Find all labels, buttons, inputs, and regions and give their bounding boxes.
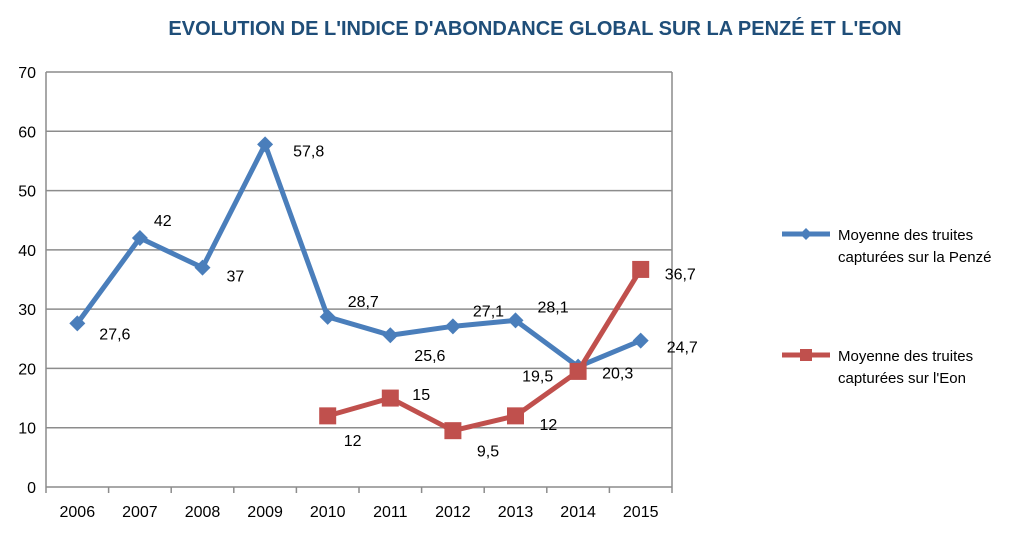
data-point-diamond [632, 332, 649, 349]
data-label: 28,1 [538, 299, 569, 316]
data-point-diamond [69, 315, 86, 332]
data-label: 12 [540, 417, 558, 434]
data-point-diamond [131, 230, 148, 246]
data-point-square [507, 407, 524, 425]
y-tick-label: 40 [18, 243, 36, 260]
y-tick-label: 0 [27, 480, 36, 497]
y-tick-label: 70 [18, 65, 36, 82]
data-label: 20,3 [602, 366, 633, 383]
y-tick-label: 10 [18, 421, 36, 438]
y-tick-label: 30 [18, 302, 36, 319]
data-label: 24,7 [667, 340, 698, 357]
x-tick-label: 2011 [373, 504, 408, 521]
data-point-square [381, 389, 399, 407]
data-label: 25,6 [414, 348, 445, 365]
legend-marker [800, 349, 812, 361]
data-labels: 27,6 42 37 57,8 28,7 25,6 27,1 28,1 20,3 24,7 12 15… [99, 143, 698, 460]
data-point-square [632, 260, 650, 278]
data-point-diamond [507, 312, 524, 329]
grid [46, 71, 672, 429]
x-tick-label: 2010 [310, 504, 346, 521]
data-label: 36,7 [665, 266, 696, 283]
series-line [75, 141, 642, 370]
legend: Moyenne des truites capturées sur la Penz… [782, 227, 991, 387]
data-label: 15 [412, 387, 430, 404]
y-tick-label: 20 [18, 361, 36, 378]
data-point-diamond [444, 318, 461, 335]
data-label: 19,5 [522, 368, 553, 385]
data-label: 42 [154, 213, 172, 230]
data-label: 9,5 [477, 444, 499, 461]
data-point-square [444, 422, 462, 440]
x-tick-label: 2006 [60, 504, 96, 521]
data-point-diamond [194, 259, 211, 276]
legend-label: Moyenne des truites [838, 227, 973, 244]
axes: 0 10 20 30 40 50 60 70 2006 2007 2008 2009 2010 2011 2… [18, 65, 673, 521]
legend-label: capturées sur l'Eon [838, 370, 966, 387]
x-tick-label: 2009 [247, 504, 283, 521]
x-tick-label: 2012 [435, 504, 471, 521]
x-tick-label: 2014 [560, 504, 596, 521]
series-line [327, 268, 643, 434]
x-tick-label: 2013 [498, 504, 534, 521]
series-penze [69, 136, 649, 375]
chart-title: EVOLUTION DE L'INDICE D'ABONDANCE GLOBAL… [168, 17, 901, 40]
data-label: 27,1 [473, 303, 504, 320]
legend-marker [800, 228, 812, 240]
series-layer [69, 136, 650, 440]
x-tick-label: 2007 [122, 504, 158, 521]
data-label: 37 [227, 269, 245, 286]
x-tick-label: 2015 [623, 504, 659, 521]
data-point-diamond [319, 308, 336, 325]
x-tick-label: 2008 [185, 504, 221, 521]
data-label: 27,6 [99, 326, 130, 343]
data-point-diamond [257, 136, 274, 153]
legend-entry: Moyenne des truites capturées sur la Penz… [782, 227, 991, 266]
legend-label: Moyenne des truites [838, 348, 973, 365]
data-label: 28,7 [348, 294, 379, 311]
y-tick-label: 60 [18, 124, 36, 141]
data-label: 12 [344, 433, 362, 450]
legend-label: capturées sur la Penzé [838, 249, 991, 266]
data-label: 57,8 [293, 143, 324, 160]
y-tick-label: 50 [18, 184, 36, 201]
legend-entry: Moyenne des truites capturées sur l'Eon [782, 348, 973, 387]
series-eon [319, 260, 650, 440]
data-point-square [569, 362, 587, 380]
data-point-diamond [382, 327, 399, 344]
data-point-square [319, 407, 337, 425]
